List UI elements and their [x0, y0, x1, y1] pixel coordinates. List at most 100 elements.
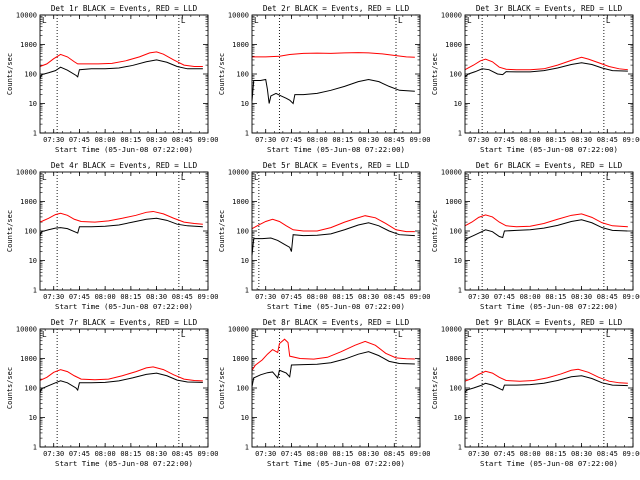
- plot-frame: [464, 328, 634, 448]
- y-tick-label: 1: [33, 287, 37, 295]
- plot-frame: [251, 328, 421, 448]
- lld-rate-line: [252, 52, 415, 58]
- events-rate-line: [39, 372, 203, 393]
- x-tick-label: 07:30: [43, 450, 64, 458]
- detector-panel: Det 1r BLACK = Events, RED = LLD Counts/s…: [6, 4, 219, 154]
- x-axis-label: Start Time (05-Jun-08 07:22:00): [267, 459, 405, 468]
- x-tick-label: 08:45: [597, 136, 618, 144]
- x-tick-label: 08:15: [545, 136, 566, 144]
- corner-label: L: [398, 173, 403, 182]
- panel-title: Det 5r BLACK = Events, RED = LLD: [263, 161, 410, 170]
- x-tick-label: 08:45: [172, 293, 193, 301]
- y-tick-label: 1000: [20, 355, 37, 363]
- y-tick-label: 10000: [228, 169, 249, 177]
- corner-label: L: [398, 16, 403, 25]
- detector-panel: Det 2r BLACK = Events, RED = LLD Counts/s…: [218, 4, 431, 154]
- x-tick-label: 08:30: [358, 293, 379, 301]
- y-tick-label: 10: [29, 414, 37, 422]
- detector-panel: Det 5r BLACK = Events, RED = LLD Counts/s…: [218, 161, 431, 311]
- x-tick-label: 08:15: [120, 136, 141, 144]
- y-tick-label: 10000: [228, 326, 249, 334]
- x-axis-label: Start Time (05-Jun-08 07:22:00): [480, 302, 618, 311]
- y-axis-label: Counts/sec: [218, 210, 226, 252]
- y-tick-label: 100: [449, 228, 462, 236]
- x-tick-label: 08:15: [332, 293, 353, 301]
- x-tick-label: 09:00: [197, 136, 218, 144]
- x-tick-label: 08:00: [307, 136, 328, 144]
- y-tick-label: 10: [241, 100, 249, 108]
- y-tick-label: 1: [245, 444, 249, 452]
- lld-rate-line: [39, 210, 203, 225]
- events-rate-line: [251, 351, 415, 387]
- x-tick-label: 08:30: [146, 136, 167, 144]
- y-tick-label: 1000: [445, 355, 462, 363]
- lld-rate-line: [251, 215, 415, 233]
- x-axis-label: Start Time (05-Jun-08 07:22:00): [55, 302, 193, 311]
- x-tick-label: 07:45: [281, 136, 302, 144]
- x-tick-label: 07:45: [69, 136, 90, 144]
- corner-label: L: [181, 173, 186, 182]
- y-tick-label: 1000: [20, 41, 37, 49]
- x-tick-label: 07:30: [468, 136, 489, 144]
- y-tick-label: 100: [24, 228, 37, 236]
- x-tick-label: 08:00: [95, 450, 116, 458]
- y-tick-label: 1: [245, 287, 249, 295]
- x-tick-label: 08:30: [571, 450, 592, 458]
- events-rate-line: [39, 59, 203, 79]
- lld-rate-line: [251, 338, 415, 371]
- plot-frame: [39, 328, 209, 448]
- y-tick-label: 10000: [16, 169, 37, 177]
- corner-label: L: [467, 16, 472, 25]
- y-tick-label: 100: [449, 385, 462, 393]
- x-tick-label: 07:45: [69, 293, 90, 301]
- x-tick-label: 08:00: [307, 450, 328, 458]
- y-tick-label: 1: [33, 130, 37, 138]
- y-tick-label: 1000: [445, 198, 462, 206]
- x-tick-label: 08:15: [332, 450, 353, 458]
- x-tick-label: 08:45: [172, 450, 193, 458]
- x-tick-label: 07:45: [494, 450, 515, 458]
- x-tick-label: 08:15: [545, 293, 566, 301]
- lld-rate-line: [464, 56, 628, 71]
- x-tick-label: 08:00: [520, 136, 541, 144]
- y-tick-label: 100: [24, 385, 37, 393]
- y-tick-label: 1: [245, 130, 249, 138]
- x-tick-label: 08:30: [571, 293, 592, 301]
- x-tick-label: 07:45: [494, 293, 515, 301]
- x-tick-label: 08:00: [95, 293, 116, 301]
- panel-title: Det 8r BLACK = Events, RED = LLD: [263, 318, 410, 327]
- y-axis-label: Counts/sec: [6, 367, 14, 409]
- y-tick-label: 1: [33, 444, 37, 452]
- detector-panel: Det 7r BLACK = Events, RED = LLD Counts/s…: [6, 318, 219, 468]
- corner-label: L: [398, 330, 403, 339]
- detector-panel: Det 6r BLACK = Events, RED = LLD Counts/s…: [431, 161, 640, 311]
- y-tick-label: 10: [454, 414, 462, 422]
- y-tick-label: 10: [29, 257, 37, 265]
- x-tick-label: 07:45: [69, 450, 90, 458]
- x-tick-label: 08:45: [597, 293, 618, 301]
- plot-frame: [251, 14, 421, 134]
- y-tick-label: 1000: [20, 198, 37, 206]
- y-tick-label: 10000: [441, 169, 462, 177]
- detector-panel: Det 4r BLACK = Events, RED = LLD Counts/s…: [6, 161, 219, 311]
- lld-rate-line: [464, 368, 628, 384]
- x-tick-label: 08:30: [146, 293, 167, 301]
- x-tick-label: 08:30: [358, 136, 379, 144]
- plot-frame: [464, 171, 634, 291]
- corner-label: L: [467, 173, 472, 182]
- y-axis-label: Counts/sec: [431, 367, 439, 409]
- x-tick-label: 08:45: [384, 450, 405, 458]
- corner-label: L: [181, 16, 186, 25]
- x-tick-label: 08:45: [384, 293, 405, 301]
- y-tick-label: 1: [458, 287, 462, 295]
- panel-title: Det 7r BLACK = Events, RED = LLD: [51, 318, 198, 327]
- plot-frame: [39, 171, 209, 291]
- x-tick-label: 07:30: [468, 450, 489, 458]
- x-tick-label: 08:15: [120, 293, 141, 301]
- lld-rate-line: [39, 51, 203, 67]
- x-tick-label: 08:15: [120, 450, 141, 458]
- y-tick-label: 100: [236, 385, 249, 393]
- y-tick-label: 1000: [232, 198, 249, 206]
- y-tick-label: 10: [241, 257, 249, 265]
- y-axis-label: Counts/sec: [6, 53, 14, 95]
